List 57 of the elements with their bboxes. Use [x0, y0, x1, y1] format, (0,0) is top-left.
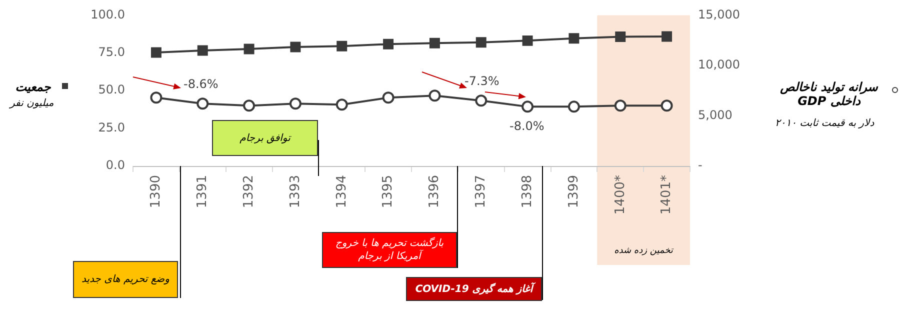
y2-tick-label: 15,000	[698, 7, 740, 22]
callout-box: توافق برجام	[212, 120, 318, 156]
x-tick-label: 1392	[241, 175, 256, 208]
y-tick-label: 100.0	[90, 7, 125, 22]
callout-box: بازگشت تحریم ها با خروج آمریکا از برجام	[322, 232, 457, 268]
point	[290, 42, 301, 52]
point	[614, 100, 626, 112]
point	[660, 100, 673, 112]
x-tick-label: 1397	[474, 175, 488, 208]
point	[383, 38, 394, 50]
point	[475, 94, 488, 107]
y-tick-label: 50.0	[98, 82, 125, 97]
point	[197, 45, 208, 56]
point	[382, 92, 394, 104]
annotation: -8.0%	[510, 119, 544, 133]
legend-label: سرانه تولید ناخالص داخلی GDP	[779, 80, 880, 108]
point	[150, 47, 162, 58]
x-tick-label: 1394	[334, 175, 350, 208]
point	[476, 37, 486, 48]
point	[429, 38, 440, 48]
x-tick-label: 1393	[288, 175, 303, 208]
point	[568, 33, 580, 44]
point	[428, 90, 441, 102]
x-tick-label: 1390	[148, 175, 164, 208]
point	[662, 31, 672, 42]
x-tick-label: 1398	[520, 175, 535, 208]
point	[522, 100, 534, 113]
y2-tick-label: -	[698, 158, 702, 172]
x-tick-label: 1391	[195, 175, 210, 208]
point	[289, 98, 302, 110]
x-tick-label: 1395	[380, 175, 396, 208]
callout-box: وضع تحریم های جدید	[73, 261, 178, 298]
y-tick-label: 25.0	[98, 120, 125, 134]
band-label: تخمین زده شده	[614, 246, 673, 256]
point	[243, 100, 256, 112]
point	[615, 32, 626, 42]
point	[196, 98, 209, 110]
y-tick-label: 0.0	[106, 158, 125, 172]
y-axis-title: میلیون نفر	[10, 98, 54, 109]
point	[150, 92, 162, 104]
x-tick-label: 1399	[566, 175, 582, 208]
x-tick-label: 1396	[427, 175, 442, 208]
annotation: -7.3%	[464, 74, 500, 88]
y2-axis-title: دلار به قیمت ثابت ۲۰۱۰	[775, 118, 874, 129]
callout-box: آغاز همه گیری COVID-19	[406, 277, 542, 301]
y-tick-label: 75.0	[98, 45, 125, 60]
point	[244, 44, 254, 54]
point	[522, 35, 533, 46]
point	[568, 100, 580, 113]
point	[336, 40, 348, 52]
point	[336, 98, 348, 111]
annotation: -8.6%	[184, 77, 218, 91]
x-tick-label: 1400*	[612, 174, 628, 215]
y2-tick-label: 5,000	[698, 108, 732, 122]
y2-tick-label: 10,000	[698, 58, 740, 72]
x-tick-label: 1401*	[659, 174, 674, 215]
legend-label: جمعیت	[14, 80, 52, 94]
